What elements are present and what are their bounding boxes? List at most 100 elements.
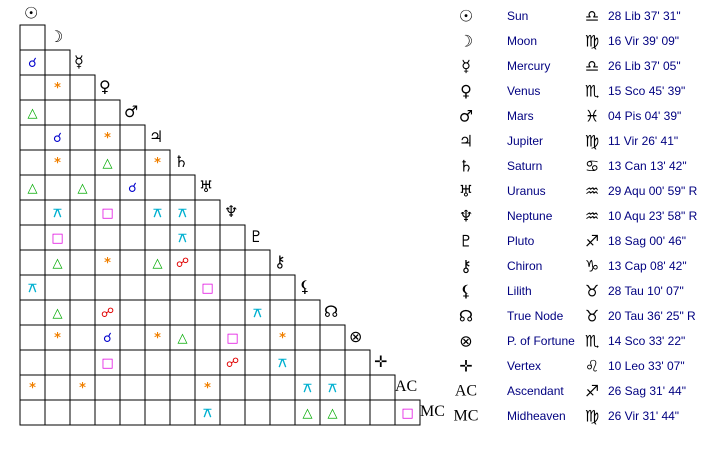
grid-cell [169, 299, 196, 326]
grid-cell [19, 349, 46, 376]
aspect-glyph: ☌ [53, 131, 62, 146]
list-body-glyph: ♃ [459, 132, 473, 151]
sign-glyph: ♉ [585, 307, 599, 326]
diagonal-body-glyph: ☽ [49, 27, 63, 46]
grid-cell [44, 49, 71, 76]
aspect-glyph: ⚻ [178, 206, 187, 221]
grid-cell [19, 24, 46, 51]
sign-glyph: ♎ [585, 57, 599, 76]
grid-cell [44, 199, 71, 226]
list-body-glyph: ♅ [459, 182, 473, 201]
aspect-glyph: ☌ [103, 331, 112, 346]
aspect-glyph: ☌ [28, 56, 37, 71]
list-body-glyph: ♄ [459, 157, 473, 176]
grid-cell [369, 374, 396, 401]
body-name: Vertex [507, 359, 541, 373]
grid-cell [169, 249, 196, 276]
diagonal-body-glyph: ✛ [374, 352, 387, 371]
grid-cell [19, 324, 46, 351]
grid-cell [119, 374, 146, 401]
grid-cell [119, 299, 146, 326]
aspect-glyph: □ [51, 231, 63, 246]
grid-cell [319, 324, 346, 351]
grid-cell [94, 174, 121, 201]
aspect-glyph: △ [103, 156, 113, 171]
diagonal-body-glyph: ⚸ [299, 277, 311, 296]
grid-cell [94, 374, 121, 401]
grid-cell [294, 349, 321, 376]
grid-cell [19, 74, 46, 101]
aspect-glyph: * [29, 381, 36, 396]
grid-cell [44, 99, 71, 126]
grid-cell [144, 274, 171, 301]
position: 26 Sag 31' 44" [608, 384, 686, 398]
body-name: P. of Fortune [507, 334, 575, 348]
diagonal-body-glyph: ♂ [124, 102, 138, 121]
grid-cell [244, 374, 271, 401]
aspect-glyph: ☍ [101, 306, 114, 321]
aspect-glyph: * [54, 81, 61, 96]
grid-cell [144, 299, 171, 326]
grid-cell [219, 374, 246, 401]
sign-glyph: ♋ [585, 157, 599, 176]
list-body-glyph: ♇ [459, 232, 473, 251]
diagonal-body-glyph: ♇ [249, 227, 263, 246]
grid-cell [169, 374, 196, 401]
body-name: Mars [507, 109, 534, 123]
grid-cell [19, 149, 46, 176]
position: 26 Vir 31' 44" [608, 409, 679, 423]
grid-cell [244, 324, 271, 351]
grid-cell [19, 199, 46, 226]
grid-cell [269, 399, 296, 426]
body-name: Mercury [507, 59, 550, 73]
grid-cell [44, 224, 71, 251]
diagonal-body-glyph: ⚷ [274, 252, 286, 271]
grid-cell [344, 349, 371, 376]
grid-cell [219, 399, 246, 426]
list-body-glyph: MC [454, 408, 479, 425]
list-body-glyph: ☽ [459, 32, 473, 51]
position: 11 Vir 26' 41" [608, 134, 678, 148]
grid-cell [394, 399, 421, 426]
position: 18 Sag 00' 46" [608, 234, 686, 248]
grid-cell [169, 224, 196, 251]
grid-cell [269, 274, 296, 301]
grid-cell [119, 324, 146, 351]
sign-glyph: ♏ [585, 82, 599, 101]
sign-glyph: ♓ [585, 107, 599, 126]
body-name: Lilith [507, 284, 532, 298]
grid-cell [194, 199, 221, 226]
diagonal-body-glyph: ♅ [199, 177, 213, 196]
aspect-glyph: ⚻ [203, 406, 212, 421]
grid-cell [69, 74, 96, 101]
grid-cell [19, 124, 46, 151]
grid-cell [69, 224, 96, 251]
position: 20 Tau 36' 25" R [608, 309, 696, 323]
sign-glyph: ♒ [585, 207, 599, 226]
aspect-glyph: △ [153, 256, 163, 271]
grid-cell [94, 99, 121, 126]
aspect-glyph: □ [101, 206, 113, 221]
grid-cell [219, 324, 246, 351]
position: 28 Lib 37' 31" [608, 9, 681, 23]
body-name: Uranus [507, 184, 546, 198]
grid-cell [244, 249, 271, 276]
grid-cell [69, 249, 96, 276]
aspect-glyph: * [54, 156, 61, 171]
body-name: Midheaven [507, 409, 566, 423]
sign-glyph: ♏ [585, 332, 599, 351]
grid-cell [194, 349, 221, 376]
grid-cell [69, 149, 96, 176]
aspect-glyph: △ [78, 181, 88, 196]
grid-cell [19, 249, 46, 276]
position: 15 Sco 45' 39" [608, 84, 685, 98]
sign-glyph: ♒ [585, 182, 599, 201]
aspect-glyph: △ [53, 256, 63, 271]
grid-cell [69, 124, 96, 151]
aspect-glyph: ☍ [176, 256, 189, 271]
grid-cell [244, 399, 271, 426]
grid-cell [19, 299, 46, 326]
list-body-glyph: ☿ [461, 57, 471, 76]
grid-cell [194, 224, 221, 251]
position: 10 Leo 33' 07" [608, 359, 685, 373]
